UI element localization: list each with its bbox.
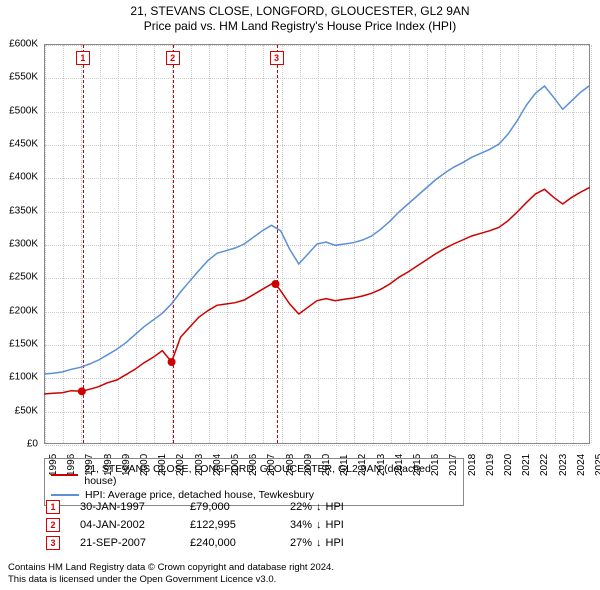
footer-text: Contains HM Land Registry data © Crown c… xyxy=(8,562,334,586)
x-axis-label: 2023 xyxy=(558,454,569,476)
sale-point-dot xyxy=(168,358,176,366)
y-axis-label: £400K xyxy=(9,172,38,183)
footer-line: This data is licensed under the Open Gov… xyxy=(8,574,334,586)
sale-point-dot xyxy=(78,387,86,395)
y-axis-label: £350K xyxy=(9,205,38,216)
y-axis-label: £50K xyxy=(15,405,38,416)
legend-swatch-icon xyxy=(51,474,78,476)
event-pct: 22% ↓ HPI xyxy=(290,501,380,513)
x-axis-label: 2024 xyxy=(576,454,587,476)
chart-title: 21, STEVANS CLOSE, LONGFORD, GLOUCESTER,… xyxy=(0,4,600,18)
event-row: 3 21-SEP-2007 £240,000 27% ↓ HPI xyxy=(46,534,380,552)
chart-subtitle: Price paid vs. HM Land Registry's House … xyxy=(0,19,600,33)
event-price: £240,000 xyxy=(190,537,270,549)
y-axis-label: £550K xyxy=(9,72,38,83)
down-arrow-icon: ↓ xyxy=(316,519,322,531)
line-layer xyxy=(44,44,590,444)
y-axis-label: £100K xyxy=(9,372,38,383)
x-axis-label: 2021 xyxy=(521,454,532,476)
y-axis-label: £600K xyxy=(9,39,38,50)
y-axis-label: £300K xyxy=(9,239,38,250)
legend-row: 21, STEVANS CLOSE, LONGFORD, GLOUCESTER,… xyxy=(51,462,457,488)
x-axis-label: 2020 xyxy=(503,454,514,476)
event-date: 04-JAN-2002 xyxy=(80,519,170,531)
event-price: £122,995 xyxy=(190,519,270,531)
y-axis-label: £0 xyxy=(27,439,38,450)
legend-label: 21, STEVANS CLOSE, LONGFORD, GLOUCESTER,… xyxy=(84,463,457,487)
x-axis-label: 2019 xyxy=(485,454,496,476)
y-axis-label: £200K xyxy=(9,305,38,316)
event-date: 21-SEP-2007 xyxy=(80,537,170,549)
sale-marker-box: 2 xyxy=(46,518,60,532)
chart-area: 123 £0£50K£100K£150K£200K£250K£300K£350K… xyxy=(44,44,590,444)
sale-marker-box: 3 xyxy=(46,536,60,550)
event-row: 1 30-JAN-1997 £79,000 22% ↓ HPI xyxy=(46,498,380,516)
series-line xyxy=(44,187,590,394)
event-price: £79,000 xyxy=(190,501,270,513)
event-pct: 27% ↓ HPI xyxy=(290,537,380,549)
down-arrow-icon: ↓ xyxy=(316,501,322,513)
y-axis-label: £250K xyxy=(9,272,38,283)
event-date: 30-JAN-1997 xyxy=(80,501,170,513)
footer-line: Contains HM Land Registry data © Crown c… xyxy=(8,562,334,574)
y-axis-label: £500K xyxy=(9,105,38,116)
series-line xyxy=(44,85,590,374)
y-axis-label: £150K xyxy=(9,339,38,350)
x-axis-label: 2022 xyxy=(539,454,550,476)
x-axis-label: 2018 xyxy=(467,454,478,476)
events-table: 1 30-JAN-1997 £79,000 22% ↓ HPI 2 04-JAN-2002… xyxy=(46,498,380,552)
event-pct: 34% ↓ HPI xyxy=(290,519,380,531)
y-axis-label: £450K xyxy=(9,139,38,150)
sale-marker-box: 1 xyxy=(46,500,60,514)
legend-swatch-icon xyxy=(51,494,79,496)
sale-point-dot xyxy=(272,280,280,288)
x-axis-label: 2025 xyxy=(594,454,600,476)
down-arrow-icon: ↓ xyxy=(316,537,322,549)
event-row: 2 04-JAN-2002 £122,995 34% ↓ HPI xyxy=(46,516,380,534)
